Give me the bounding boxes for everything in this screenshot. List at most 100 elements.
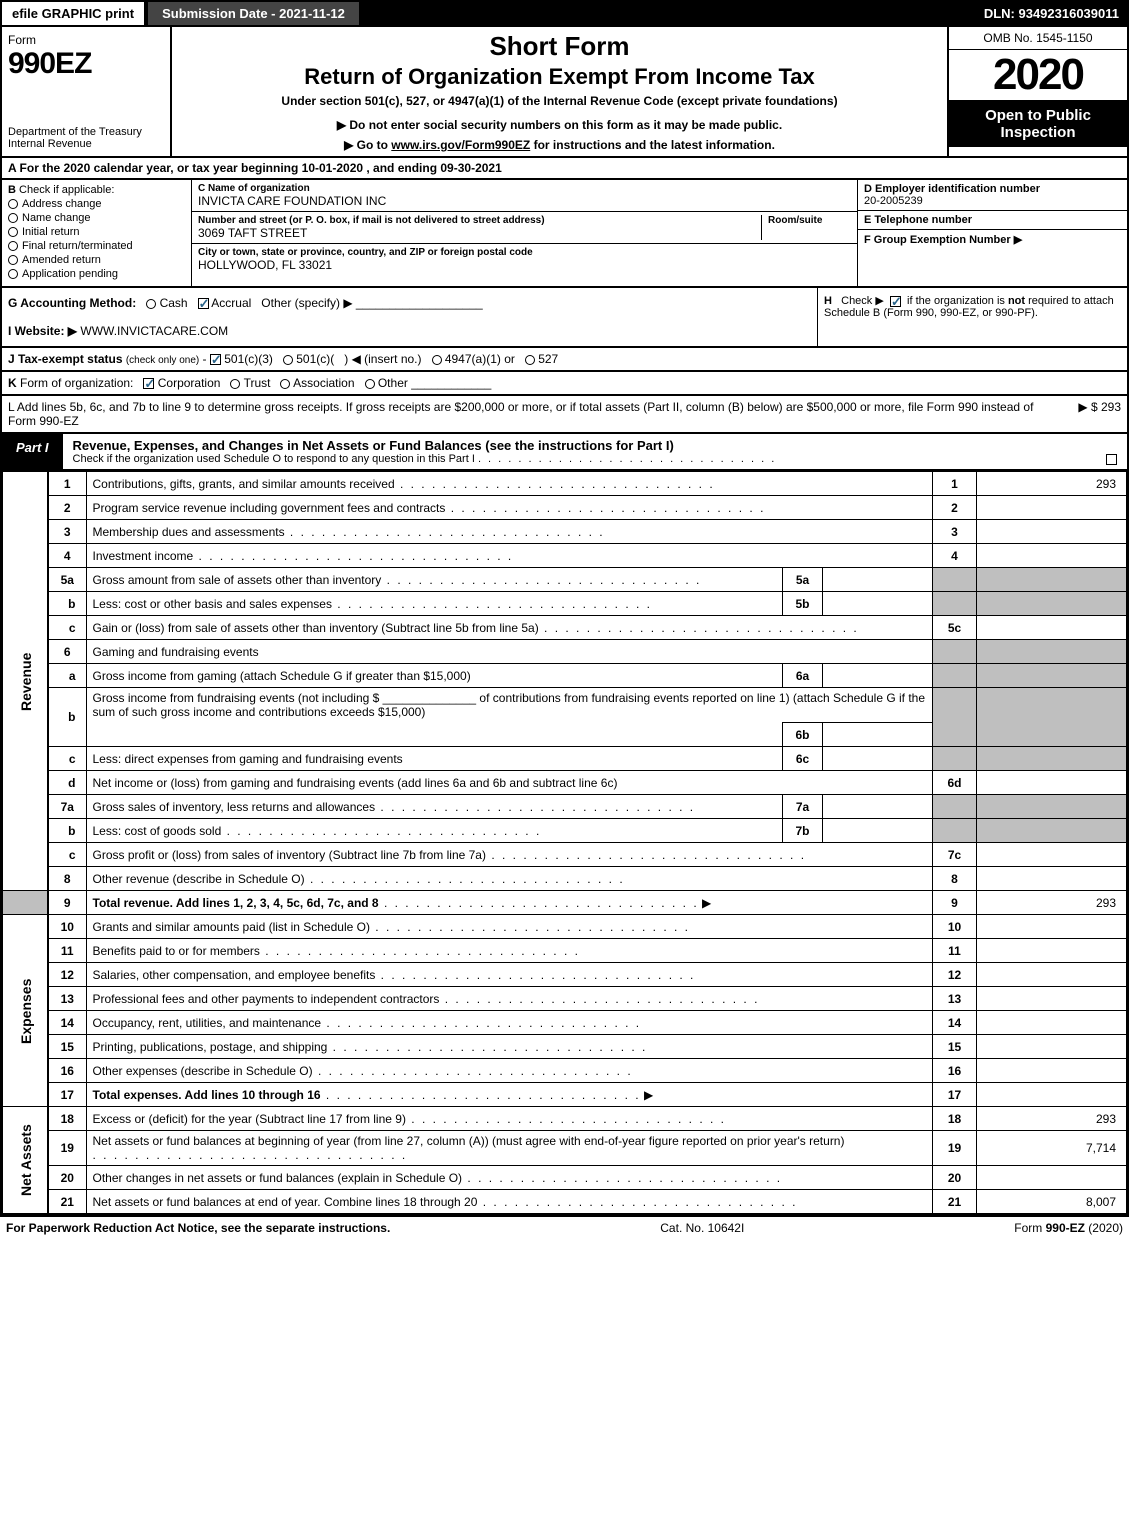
line-6c-num: c <box>48 747 86 771</box>
efile-print-label[interactable]: efile GRAPHIC print <box>0 0 146 27</box>
line-4-rnum: 4 <box>933 544 977 568</box>
line-18-num: 18 <box>48 1107 86 1131</box>
line-5b-desc: Less: cost or other basis and sales expe… <box>93 597 332 611</box>
line-16-rnum: 16 <box>933 1059 977 1083</box>
revenue-side-label: Revenue <box>3 472 49 891</box>
go-to-link[interactable]: www.irs.gov/Form990EZ <box>391 138 530 152</box>
opt-name-change[interactable]: Name change <box>8 212 185 224</box>
part-1-table: Revenue 1 Contributions, gifts, grants, … <box>0 471 1129 1216</box>
website-value: WWW.INVICTACARE.COM <box>80 324 228 338</box>
line-12-rnum: 12 <box>933 963 977 987</box>
line-5a-grey <box>933 568 977 592</box>
check-if-applicable: Check if applicable: <box>19 184 114 196</box>
opt-final-return[interactable]: Final return/terminated <box>8 240 185 252</box>
line-21-val: 8,007 <box>977 1190 1127 1214</box>
h-checkbox[interactable] <box>890 296 901 307</box>
k-trust-radio[interactable] <box>230 379 240 389</box>
do-not-enter-text: Do not enter social security numbers on … <box>180 118 939 132</box>
opt-amended-return[interactable]: Amended return <box>8 254 185 266</box>
row-j-tax-exempt: J Tax-exempt status (check only one) - 5… <box>0 348 1129 372</box>
row-l-gross-receipts: L Add lines 5b, 6c, and 7b to line 9 to … <box>0 396 1129 434</box>
line-7b-greyval <box>977 819 1127 843</box>
line-5c-desc: Gain or (loss) from sale of assets other… <box>93 621 539 635</box>
accrual-checkbox[interactable] <box>198 298 209 309</box>
line-6c-mv <box>823 747 933 771</box>
line-15-desc: Printing, publications, postage, and shi… <box>93 1040 328 1054</box>
accrual-label: Accrual <box>211 296 251 310</box>
line-19-rnum: 19 <box>933 1131 977 1166</box>
open-to-public: Open to Public Inspection <box>949 100 1127 147</box>
line-6c-grey <box>933 747 977 771</box>
line-11-desc: Benefits paid to or for members <box>93 944 260 958</box>
j-501c-radio[interactable] <box>283 355 293 365</box>
revenue-footer-grey <box>3 891 49 915</box>
line-5a-mn: 5a <box>783 568 823 592</box>
k-association-radio[interactable] <box>280 379 290 389</box>
form-version: Form 990-EZ (2020) <box>1014 1221 1123 1235</box>
other-specify: Other (specify) ▶ <box>261 296 352 310</box>
line-17-num: 17 <box>48 1083 86 1107</box>
line-6a-num: a <box>48 664 86 688</box>
section-b-letter: B <box>8 184 16 196</box>
cash-radio[interactable] <box>146 299 156 309</box>
street-label: Number and street (or P. O. box, if mail… <box>198 215 761 226</box>
line-4-num: 4 <box>48 544 86 568</box>
line-6-desc: Gaming and fundraising events <box>86 640 933 664</box>
line-10-val <box>977 915 1127 939</box>
catalog-number: Cat. No. 10642I <box>660 1221 744 1235</box>
org-name: INVICTA CARE FOUNDATION INC <box>198 194 851 208</box>
opt-initial-return[interactable]: Initial return <box>8 226 185 238</box>
line-16-val <box>977 1059 1127 1083</box>
part-1-check-text: Check if the organization used Schedule … <box>73 453 475 465</box>
city-label: City or town, state or province, country… <box>198 247 851 258</box>
line-6a-greyval <box>977 664 1127 688</box>
line-2-num: 2 <box>48 496 86 520</box>
j-501c3-checkbox[interactable] <box>210 354 221 365</box>
k-other-radio[interactable] <box>365 379 375 389</box>
line-2-rnum: 2 <box>933 496 977 520</box>
line-15-rnum: 15 <box>933 1035 977 1059</box>
tax-year: 2020 <box>949 50 1127 100</box>
line-7c-desc: Gross profit or (loss) from sales of inv… <box>93 848 486 862</box>
line-5c-val <box>977 616 1127 640</box>
go-to-prefix: Go to <box>357 138 392 152</box>
line-1-rnum: 1 <box>933 472 977 496</box>
line-6d-desc: Net income or (loss) from gaming and fun… <box>93 776 618 790</box>
line-7a-grey <box>933 795 977 819</box>
line-3-rnum: 3 <box>933 520 977 544</box>
go-to-text: Go to www.irs.gov/Form990EZ for instruct… <box>180 138 939 152</box>
line-11-val <box>977 939 1127 963</box>
line-6a-grey <box>933 664 977 688</box>
line-6a-mn: 6a <box>783 664 823 688</box>
room-label: Room/suite <box>768 215 851 226</box>
j-527-radio[interactable] <box>525 355 535 365</box>
line-6-grey <box>933 640 977 664</box>
line-7b-num: b <box>48 819 86 843</box>
line-21-rnum: 21 <box>933 1190 977 1214</box>
section-c: C Name of organization INVICTA CARE FOUN… <box>192 180 857 286</box>
org-name-label: C Name of organization <box>198 183 851 194</box>
line-3-val <box>977 520 1127 544</box>
opt-application-pending[interactable]: Application pending <box>8 268 185 280</box>
line-6d-rnum: 6d <box>933 771 977 795</box>
line-5b-grey <box>933 592 977 616</box>
line-9-val: 293 <box>977 891 1127 915</box>
form-header: Form 990EZ Department of the Treasury In… <box>0 27 1129 158</box>
line-7b-desc: Less: cost of goods sold <box>93 824 222 838</box>
line-7a-desc: Gross sales of inventory, less returns a… <box>93 800 376 814</box>
part-1-schedule-o-checkbox[interactable] <box>1106 454 1117 465</box>
line-5c-rnum: 5c <box>933 616 977 640</box>
k-corporation-checkbox[interactable] <box>143 378 154 389</box>
opt-address-change[interactable]: Address change <box>8 198 185 210</box>
line-17-desc: Total expenses. Add lines 10 through 16 <box>93 1088 321 1102</box>
line-11-rnum: 11 <box>933 939 977 963</box>
row-l-text: L Add lines 5b, 6c, and 7b to line 9 to … <box>8 400 1058 428</box>
line-7b-mn: 7b <box>783 819 823 843</box>
line-20-val <box>977 1166 1127 1190</box>
dln-number: DLN: 93492316039011 <box>974 2 1129 25</box>
j-4947-radio[interactable] <box>432 355 442 365</box>
line-12-num: 12 <box>48 963 86 987</box>
line-19-desc: Net assets or fund balances at beginning… <box>93 1134 845 1148</box>
line-2-desc: Program service revenue including govern… <box>93 501 446 515</box>
line-14-val <box>977 1011 1127 1035</box>
